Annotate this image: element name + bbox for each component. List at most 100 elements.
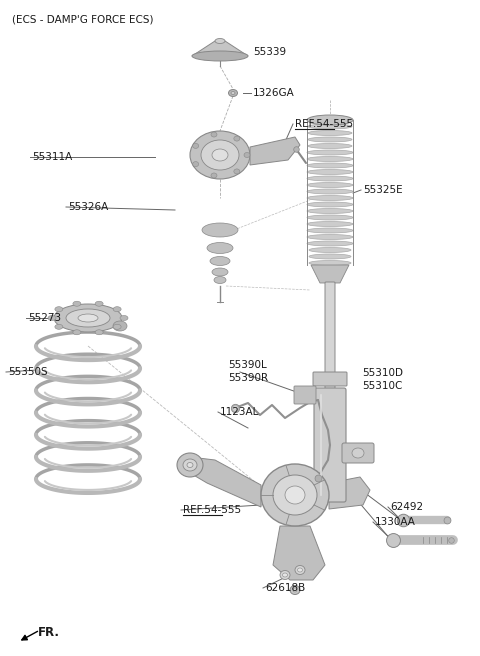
Ellipse shape [192,144,199,148]
Text: 1326GA: 1326GA [253,88,295,98]
Ellipse shape [177,453,203,477]
Ellipse shape [183,459,197,471]
Ellipse shape [234,136,240,141]
Ellipse shape [273,475,317,515]
Ellipse shape [73,301,81,306]
Ellipse shape [307,150,353,155]
Ellipse shape [190,131,250,179]
Ellipse shape [211,132,217,137]
Ellipse shape [307,157,353,161]
Ellipse shape [231,91,235,94]
FancyBboxPatch shape [342,443,374,463]
Ellipse shape [307,241,353,246]
Ellipse shape [298,568,302,572]
Ellipse shape [309,260,351,266]
Ellipse shape [78,314,98,322]
Polygon shape [192,41,248,56]
Ellipse shape [307,202,353,207]
Ellipse shape [212,149,228,161]
Ellipse shape [244,152,250,157]
Ellipse shape [308,124,352,129]
Ellipse shape [307,195,353,201]
Ellipse shape [308,117,352,123]
Ellipse shape [95,330,103,335]
Ellipse shape [192,51,248,61]
Text: REF.54-555: REF.54-555 [183,505,241,515]
Ellipse shape [307,209,353,213]
Ellipse shape [187,462,193,468]
Ellipse shape [228,89,238,96]
Text: 55310D: 55310D [362,368,403,378]
Ellipse shape [192,161,199,167]
Ellipse shape [261,464,329,526]
Ellipse shape [307,115,353,125]
Text: 55273: 55273 [28,313,61,323]
Ellipse shape [307,222,353,226]
Text: 1330AA: 1330AA [375,517,416,527]
Ellipse shape [234,169,240,174]
Ellipse shape [48,316,56,321]
Text: 55311A: 55311A [32,152,72,162]
Ellipse shape [307,163,353,168]
Ellipse shape [214,276,226,283]
Ellipse shape [290,586,300,594]
Ellipse shape [280,571,290,579]
Ellipse shape [95,301,103,306]
Ellipse shape [211,173,217,178]
Ellipse shape [308,137,352,142]
FancyBboxPatch shape [313,372,347,386]
Ellipse shape [307,189,353,194]
Polygon shape [311,265,349,283]
Ellipse shape [202,223,238,237]
Polygon shape [180,457,261,507]
Text: 62492: 62492 [390,502,423,512]
Ellipse shape [352,448,364,458]
Ellipse shape [307,176,353,181]
Text: 55390R: 55390R [228,373,268,383]
Text: REF.54-555: REF.54-555 [295,119,353,129]
Text: 55325E: 55325E [363,185,403,195]
FancyBboxPatch shape [294,386,316,404]
Text: 1123AL: 1123AL [220,407,259,417]
Polygon shape [273,526,325,580]
Polygon shape [250,137,300,165]
Ellipse shape [283,573,288,577]
Ellipse shape [66,309,110,327]
Ellipse shape [212,268,228,276]
Text: 55339: 55339 [253,47,286,57]
Ellipse shape [215,39,225,43]
Text: 55310C: 55310C [362,381,402,391]
Ellipse shape [113,324,121,329]
Ellipse shape [308,144,352,148]
Ellipse shape [285,486,305,504]
FancyBboxPatch shape [325,282,335,391]
Polygon shape [329,477,370,509]
Ellipse shape [307,169,353,174]
Ellipse shape [210,256,230,266]
Text: FR.: FR. [38,626,60,640]
Text: 55326A: 55326A [68,202,108,212]
Text: 55390L: 55390L [228,360,267,370]
FancyBboxPatch shape [314,388,346,502]
Ellipse shape [309,247,351,253]
Ellipse shape [307,215,353,220]
Ellipse shape [113,307,121,312]
Ellipse shape [120,316,128,321]
Ellipse shape [113,321,127,331]
Text: 55350S: 55350S [8,367,48,377]
Ellipse shape [295,565,305,575]
Ellipse shape [55,324,63,329]
Ellipse shape [201,140,239,170]
Ellipse shape [307,234,353,239]
Ellipse shape [73,330,81,335]
Ellipse shape [309,254,351,259]
Ellipse shape [307,228,353,233]
Text: 62618B: 62618B [265,583,305,593]
Text: (ECS - DAMP'G FORCE ECS): (ECS - DAMP'G FORCE ECS) [12,14,154,24]
Ellipse shape [293,588,297,592]
Ellipse shape [207,243,233,253]
Ellipse shape [54,304,122,332]
Ellipse shape [55,307,63,312]
Ellipse shape [308,131,352,136]
Ellipse shape [307,182,353,188]
